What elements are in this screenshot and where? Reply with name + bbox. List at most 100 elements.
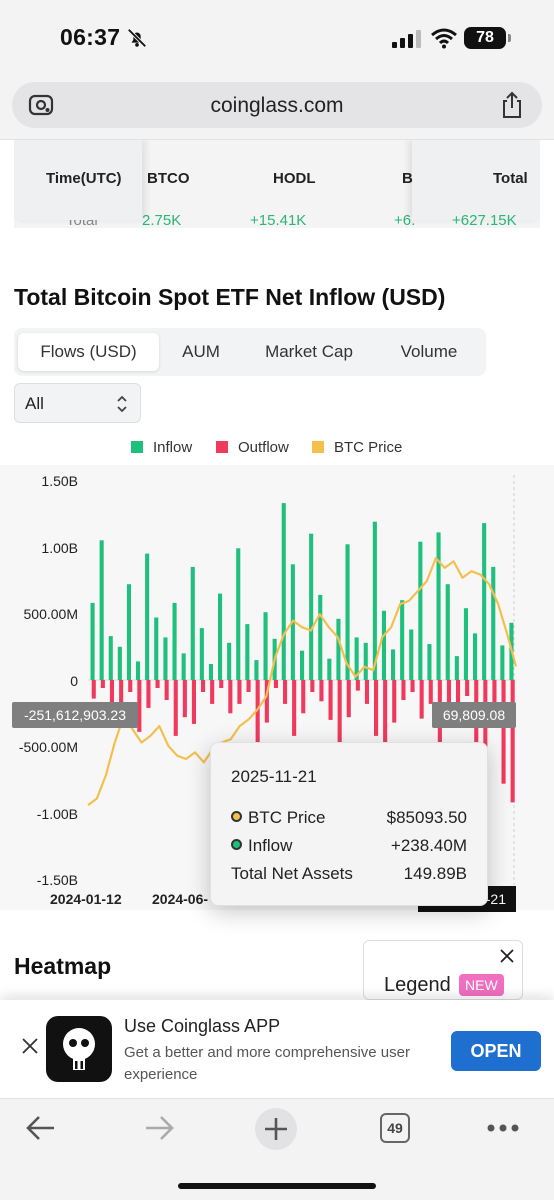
- outflow-bar: [137, 680, 142, 732]
- inflow-bar: [318, 594, 323, 680]
- battery-indicator: 78: [464, 27, 511, 49]
- legend-label-btc-price: BTC Price: [334, 438, 403, 456]
- inflow-bar: [500, 645, 505, 680]
- tab-flows[interactable]: Flows (USD): [18, 333, 159, 371]
- inflow-bar: [117, 646, 122, 681]
- tab-aum[interactable]: AUM: [182, 342, 220, 361]
- inflow-bar: [391, 649, 396, 680]
- inflow-bar: [254, 660, 259, 681]
- tooltip-label: Inflow: [248, 836, 293, 855]
- outflow-bar: [419, 680, 424, 719]
- legend-item-inflow[interactable]: Inflow: [131, 437, 192, 457]
- inflow-bar: [400, 600, 405, 680]
- coinglass-logo-icon: [63, 1028, 95, 1070]
- inflow-bar: [336, 618, 341, 680]
- tooltip-date: 2025-11-21: [231, 767, 317, 786]
- y-tick: 0: [70, 673, 78, 689]
- legend-item-btc-price[interactable]: BTC Price: [312, 437, 402, 457]
- inflow-bar: [108, 636, 113, 680]
- tooltip-row-btc-price: BTC Price $85093.50: [231, 808, 467, 828]
- bell-off-icon: [127, 28, 147, 48]
- btc-price-line: [87, 556, 518, 806]
- share-icon[interactable]: [500, 91, 524, 119]
- forward-icon[interactable]: [142, 1113, 176, 1143]
- outflow-bar: [237, 680, 242, 704]
- table-header-b: B: [402, 170, 413, 187]
- wifi-icon: [431, 28, 457, 49]
- etf-flows-table: Total 2.75K +15.41K +6. +627.15K Time(UT…: [14, 140, 540, 228]
- legend-item-outflow[interactable]: Outflow: [216, 437, 289, 457]
- status-bar: 06:37 78: [0, 0, 554, 78]
- outflow-bar: [182, 680, 187, 718]
- outflow-bar: [246, 680, 251, 692]
- outflow-bar: [501, 680, 506, 784]
- outflow-bar: [173, 680, 178, 736]
- app-install-banner: Use Coinglass APP Get a better and more …: [0, 1000, 554, 1098]
- outflow-bar: [392, 680, 397, 723]
- heatmap-title: Heatmap: [14, 953, 112, 979]
- tooltip-label: BTC Price: [248, 808, 326, 827]
- y-tick: -1.50B: [36, 872, 78, 888]
- x-tick: 2024-06-: [152, 891, 209, 907]
- more-icon[interactable]: [486, 1123, 520, 1133]
- legend-card[interactable]: Legend NEW: [363, 940, 523, 1000]
- close-icon[interactable]: [500, 949, 514, 963]
- outflow-bar: [155, 680, 160, 688]
- inflow-bar: [327, 658, 332, 680]
- outflow-bar: [328, 680, 333, 720]
- outflow-bar: [410, 680, 415, 692]
- camera-search-icon[interactable]: [28, 93, 54, 117]
- x-tick: 2024-01-12: [50, 891, 122, 907]
- outflow-bar: [428, 680, 433, 704]
- inflow-bar: [482, 523, 487, 680]
- outflow-bar: [319, 680, 324, 702]
- table-column-time: [14, 140, 142, 220]
- app-banner-title: Use Coinglass APP: [124, 1016, 281, 1036]
- open-app-button[interactable]: OPEN: [451, 1031, 541, 1071]
- inflow-bar: [363, 642, 368, 680]
- legend-swatch-outflow: [216, 441, 228, 453]
- inflow-bar: [145, 553, 150, 680]
- url-field[interactable]: coinglass.com: [12, 82, 542, 128]
- outflow-bar: [273, 680, 278, 688]
- legend-card-label: Legend: [384, 974, 451, 996]
- section-title: Total Bitcoin Spot ETF Net Inflow (USD): [14, 284, 446, 310]
- inflow-bar: [372, 521, 377, 680]
- outflow-bar: [146, 680, 151, 708]
- tab-volume[interactable]: Volume: [400, 342, 458, 361]
- legend-label-outflow: Outflow: [238, 438, 289, 456]
- inflow-bar: [427, 644, 432, 680]
- tooltip-dot-btc-price: [231, 811, 242, 822]
- inflow-bar: [126, 584, 131, 680]
- table-column-total: +627.15K: [412, 140, 540, 228]
- outflow-bar: [119, 680, 124, 704]
- table-header-time: Time(UTC): [46, 170, 122, 187]
- tooltip-label: Total Net Assets: [231, 864, 353, 883]
- y-tick: 500.00M: [23, 606, 78, 622]
- new-badge: NEW: [459, 974, 504, 996]
- legend-swatch-btc-price: [312, 441, 324, 453]
- table-header-hodl: HODL: [273, 170, 316, 187]
- outflow-bar: [100, 680, 105, 688]
- tooltip-value: 149.89B: [403, 864, 467, 883]
- back-icon[interactable]: [24, 1113, 58, 1143]
- inflow-bar: [245, 624, 250, 680]
- tabs-count-button[interactable]: 49: [380, 1113, 410, 1143]
- new-tab-icon[interactable]: [254, 1107, 298, 1151]
- inflow-bar: [300, 650, 305, 680]
- outflow-bar: [465, 680, 470, 696]
- y-tick: 1.00B: [41, 540, 78, 556]
- inflow-bar: [436, 532, 441, 680]
- etf-select[interactable]: All: [14, 383, 141, 423]
- tab-market-cap[interactable]: Market Cap: [265, 342, 353, 361]
- inflow-bar: [181, 653, 186, 680]
- outflow-bar: [191, 680, 196, 724]
- outflow-bar: [91, 680, 96, 699]
- outflow-bar: [210, 680, 215, 704]
- inflow-bar: [418, 541, 423, 680]
- close-icon[interactable]: [22, 1038, 38, 1054]
- y-tick: -500.00M: [18, 739, 78, 755]
- outflow-bar: [228, 680, 233, 714]
- outflow-bar: [401, 680, 406, 700]
- tooltip-dot-inflow: [231, 839, 242, 850]
